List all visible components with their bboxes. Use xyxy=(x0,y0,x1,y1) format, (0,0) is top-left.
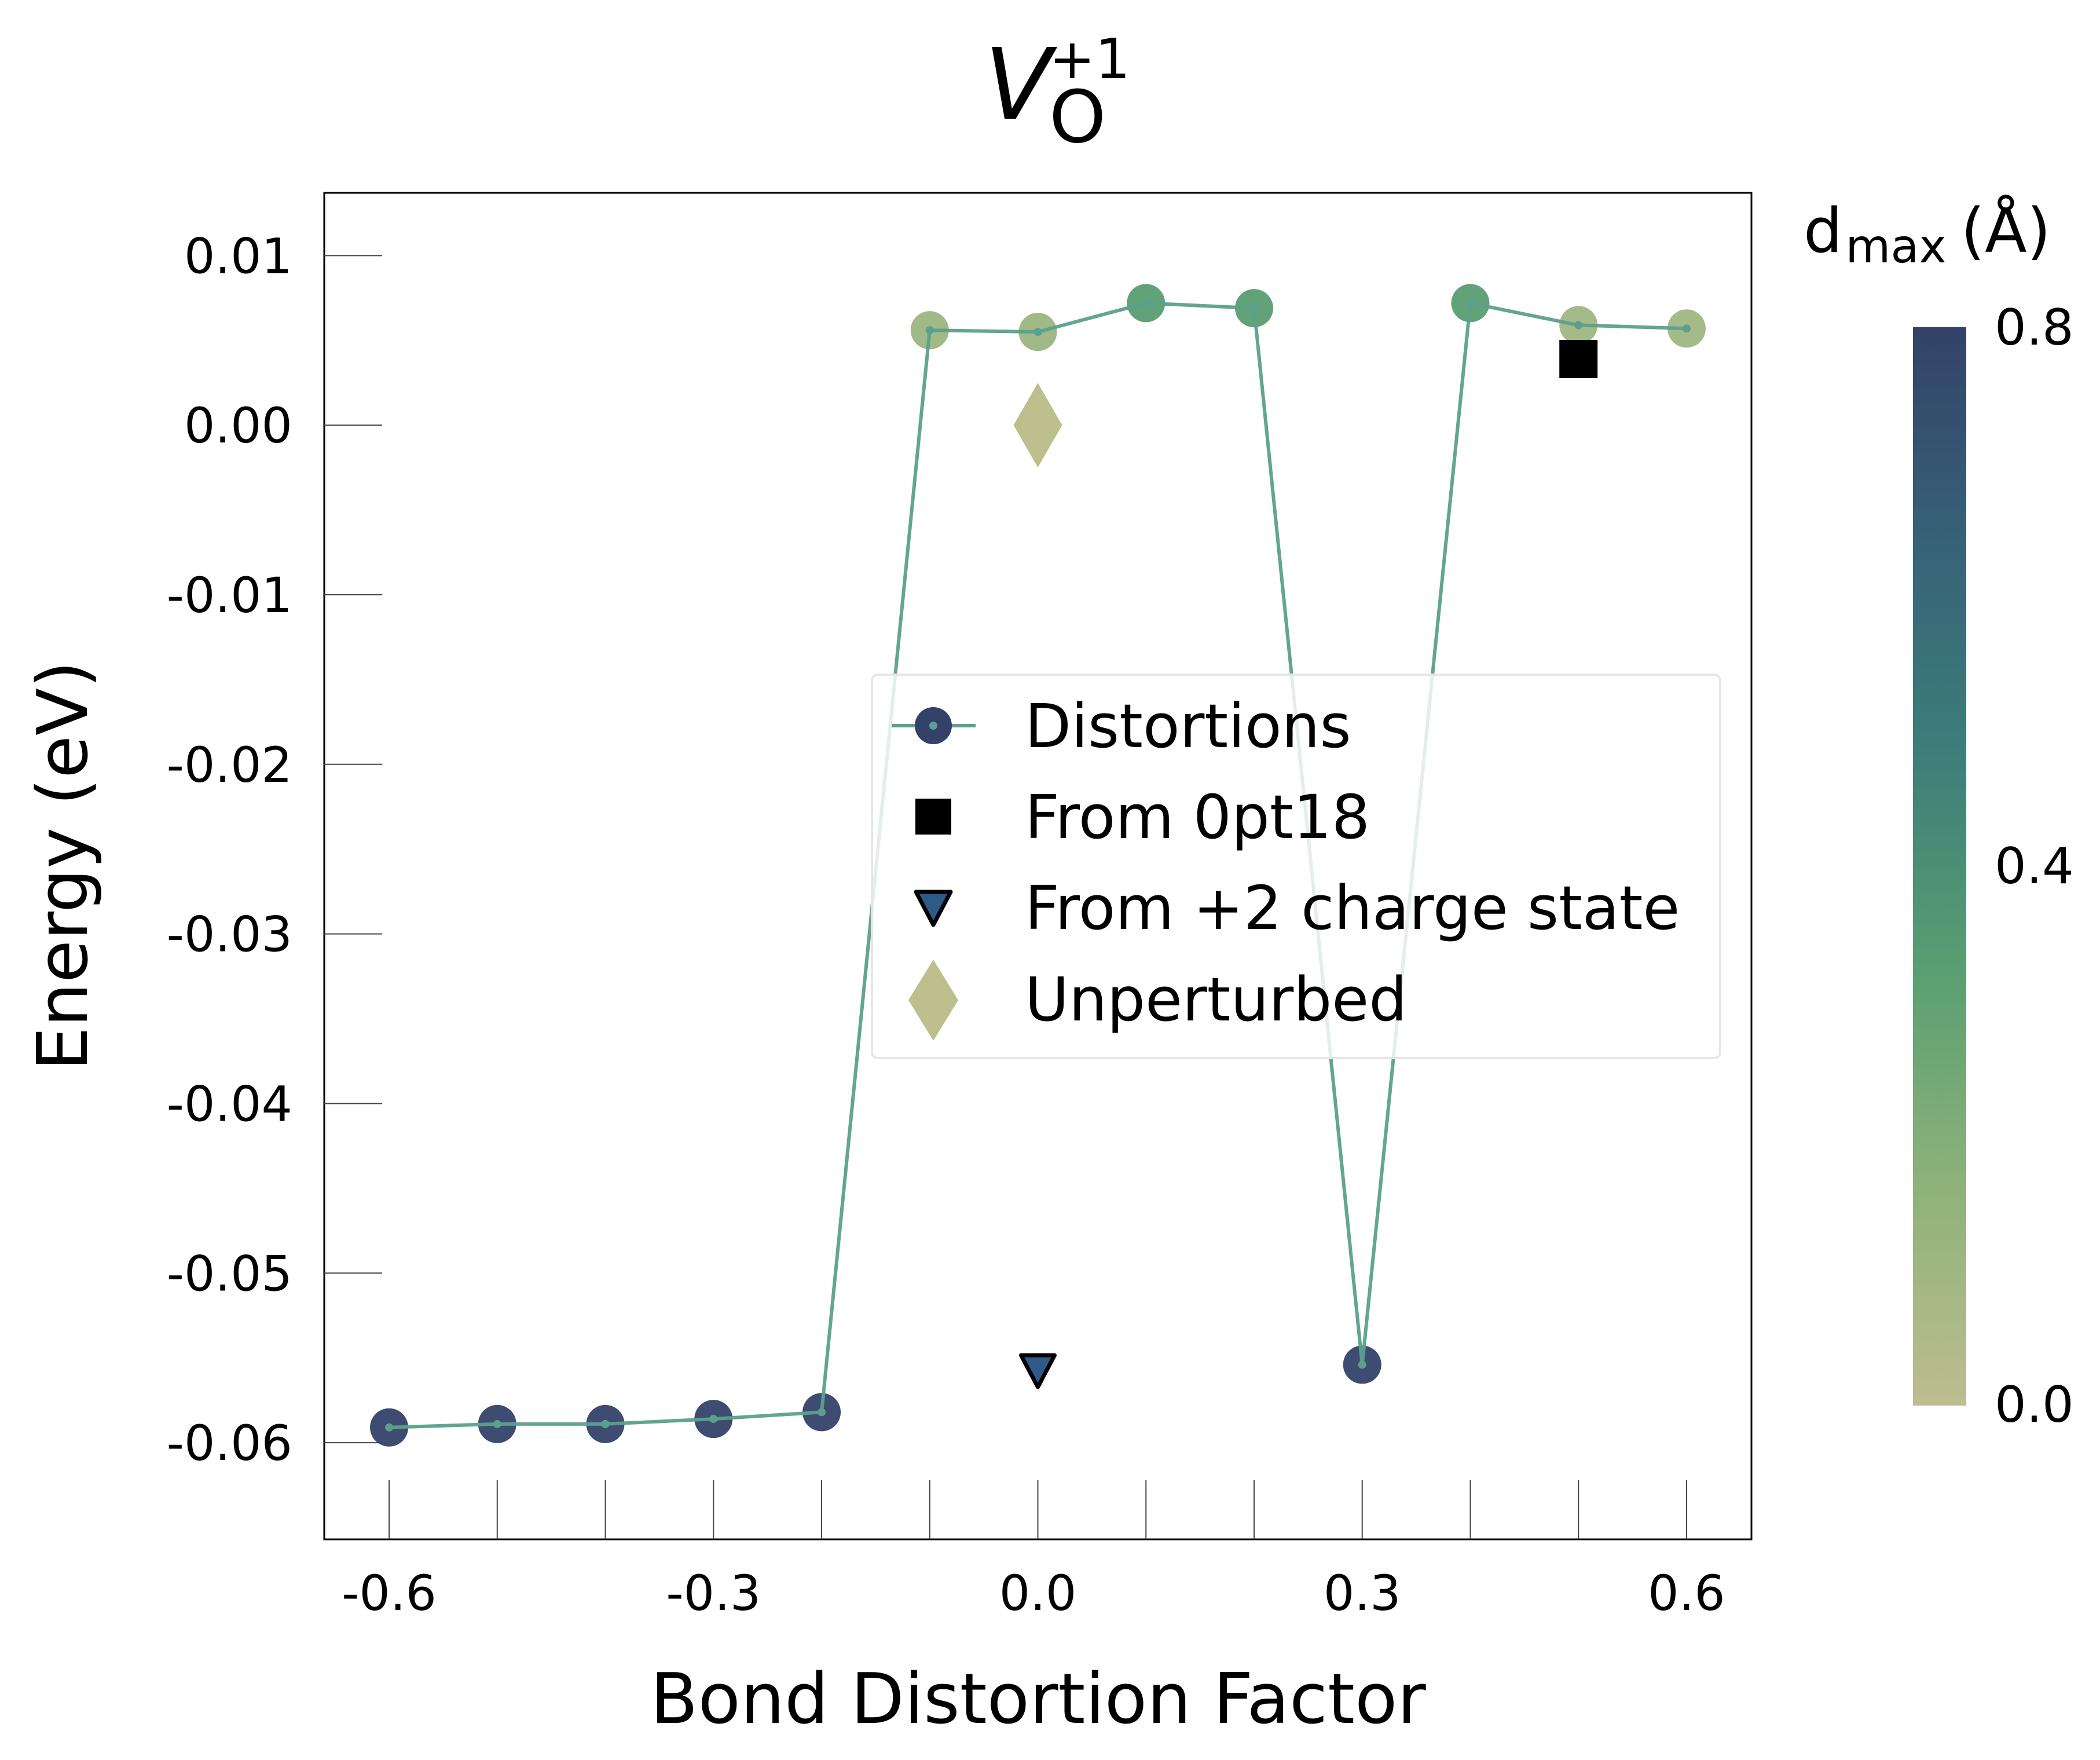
y-tick-label: -0.04 xyxy=(167,1075,292,1132)
legend-label-from-plus2: From +2 charge state xyxy=(1025,873,1680,943)
colorbar-label-unit: (Å) xyxy=(1961,195,2051,266)
chart-title: V +1 O xyxy=(984,28,1130,159)
x-tick-label: 0.6 xyxy=(1648,1565,1725,1622)
x-tick-label: -0.6 xyxy=(342,1565,437,1622)
distortion-line-dot xyxy=(1574,321,1583,330)
y-tick-label: 0.01 xyxy=(184,228,292,284)
legend-marker-unperturbed xyxy=(908,960,958,1041)
x-axis-ticks: -0.6 -0.3 0.0 0.3 0.6 xyxy=(342,1480,1725,1622)
legend-marker-from-plus2 xyxy=(914,890,953,927)
colorbar-tick-0-8: 0.8 xyxy=(1995,299,2074,357)
colorbar-label-d: d xyxy=(1804,195,1842,266)
colorbar-label: d max (Å) xyxy=(1804,195,2051,273)
distortion-line-dot xyxy=(1682,324,1691,333)
distortion-line-dot xyxy=(1142,299,1150,308)
title-main: V xyxy=(984,28,1058,142)
distortion-line-dot xyxy=(601,1419,610,1428)
unperturbed-point xyxy=(1013,383,1062,468)
x-tick-label: 0.3 xyxy=(1324,1565,1401,1622)
distortion-line-dot xyxy=(493,1419,501,1428)
distortion-line-dot xyxy=(385,1423,394,1432)
colorbar-tick-0-4: 0.4 xyxy=(1995,837,2074,895)
title-superscript: +1 xyxy=(1049,28,1130,92)
y-axis-ticks: 0.01 0.00 -0.01 -0.02 -0.03 -0.04 -0.05 -0.06 xyxy=(167,228,382,1472)
y-tick-label: -0.03 xyxy=(167,906,292,963)
colorbar-tick-0-0: 0.0 xyxy=(1995,1376,2074,1434)
distortion-line-dot xyxy=(818,1408,826,1417)
distortion-line-dot xyxy=(1249,304,1258,313)
y-axis-title: Energy (eV) xyxy=(23,661,104,1071)
from-0pt18-point xyxy=(1559,339,1598,378)
legend-box xyxy=(871,674,1721,1059)
y-tick-label: -0.01 xyxy=(167,567,292,624)
legend-label-distortions: Distortions xyxy=(1025,691,1351,762)
series-distortions-line xyxy=(385,299,1691,1432)
legend-label-from-0pt18: From 0pt18 xyxy=(1025,782,1370,852)
legend-marker-from-0pt18 xyxy=(915,799,951,835)
colorbar: d max (Å) 0.8 0.4 0.0 xyxy=(1804,195,2074,1434)
distortion-line-dot xyxy=(1466,299,1475,308)
from-plus2-point xyxy=(1019,1353,1057,1389)
y-tick-label: -0.06 xyxy=(167,1415,292,1472)
distortion-line-dot xyxy=(709,1415,718,1424)
colorbar-label-subscript: max xyxy=(1845,219,1946,273)
y-tick-label: -0.02 xyxy=(167,737,292,793)
y-tick-label: -0.05 xyxy=(167,1245,292,1302)
distortion-line-dot xyxy=(925,326,934,335)
distortion-line-dot xyxy=(1033,328,1042,336)
x-axis-title: Bond Distortion Factor xyxy=(650,1659,1426,1740)
x-tick-label: -0.3 xyxy=(666,1565,761,1622)
distortion-line-dot xyxy=(1358,1360,1366,1369)
legend: Distortions From 0pt18 From +2 charge st… xyxy=(871,674,1721,1059)
y-tick-label: 0.00 xyxy=(184,397,292,454)
legend-label-unperturbed: Unperturbed xyxy=(1025,964,1407,1035)
x-tick-label: 0.0 xyxy=(999,1565,1077,1622)
legend-marker-distortions-dot xyxy=(929,722,937,730)
colorbar-gradient xyxy=(1913,327,1966,1406)
title-subscript: O xyxy=(1049,75,1106,159)
